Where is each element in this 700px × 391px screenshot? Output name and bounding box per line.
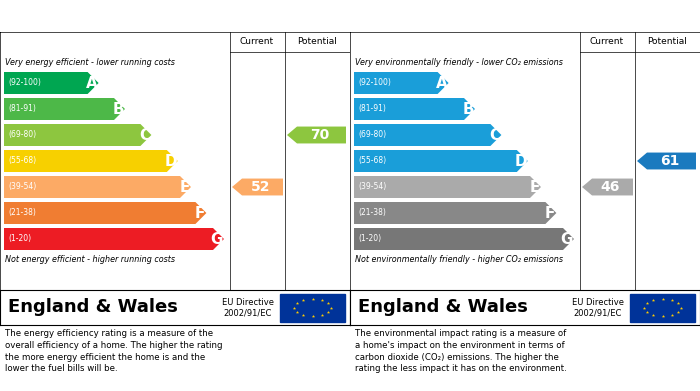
Text: A: A <box>436 75 447 90</box>
Text: England & Wales: England & Wales <box>8 298 178 316</box>
Text: (21-38): (21-38) <box>8 208 36 217</box>
Polygon shape <box>354 228 574 250</box>
Text: (92-100): (92-100) <box>8 79 41 88</box>
Text: (39-54): (39-54) <box>358 183 386 192</box>
Polygon shape <box>4 176 191 198</box>
Text: EU Directive
2002/91/EC: EU Directive 2002/91/EC <box>222 298 274 317</box>
Polygon shape <box>4 228 224 250</box>
Text: 52: 52 <box>251 180 270 194</box>
Text: C: C <box>139 127 150 142</box>
Polygon shape <box>354 202 556 224</box>
Polygon shape <box>637 152 696 169</box>
Polygon shape <box>354 72 449 94</box>
Text: A: A <box>86 75 97 90</box>
Polygon shape <box>4 98 125 120</box>
Text: The environmental impact rating is a measure of
a home's impact on the environme: The environmental impact rating is a mea… <box>355 329 567 373</box>
Text: (69-80): (69-80) <box>358 131 386 140</box>
Text: Current: Current <box>590 38 624 47</box>
Text: Very energy efficient - lower running costs: Very energy efficient - lower running co… <box>5 58 175 67</box>
Text: E: E <box>530 179 540 194</box>
Text: Environmental Impact (CO₂) Rating: Environmental Impact (CO₂) Rating <box>358 9 604 23</box>
Text: (55-68): (55-68) <box>8 156 36 165</box>
Text: G: G <box>211 231 223 246</box>
Text: D: D <box>514 154 527 169</box>
Text: D: D <box>164 154 177 169</box>
Text: (1-20): (1-20) <box>8 235 31 244</box>
Text: E: E <box>180 179 190 194</box>
Polygon shape <box>4 150 178 172</box>
Polygon shape <box>4 72 99 94</box>
Text: EU Directive
2002/91/EC: EU Directive 2002/91/EC <box>572 298 624 317</box>
Text: B: B <box>113 102 124 117</box>
Text: (39-54): (39-54) <box>8 183 36 192</box>
Polygon shape <box>4 202 206 224</box>
Polygon shape <box>354 124 501 146</box>
Text: F: F <box>545 206 555 221</box>
Text: F: F <box>195 206 205 221</box>
Text: (21-38): (21-38) <box>358 208 386 217</box>
Polygon shape <box>582 179 633 196</box>
Text: (92-100): (92-100) <box>358 79 391 88</box>
Polygon shape <box>232 179 283 196</box>
FancyBboxPatch shape <box>630 294 695 321</box>
Polygon shape <box>354 98 475 120</box>
Text: 61: 61 <box>660 154 679 168</box>
Text: Potential: Potential <box>647 38 687 47</box>
Text: C: C <box>489 127 500 142</box>
Text: England & Wales: England & Wales <box>358 298 528 316</box>
Text: Potential: Potential <box>297 38 337 47</box>
Text: (81-91): (81-91) <box>358 104 386 113</box>
Text: B: B <box>463 102 474 117</box>
Polygon shape <box>287 127 346 143</box>
Text: Very environmentally friendly - lower CO₂ emissions: Very environmentally friendly - lower CO… <box>355 58 563 67</box>
Text: Not energy efficient - higher running costs: Not energy efficient - higher running co… <box>5 255 175 264</box>
Text: Energy Efficiency Rating: Energy Efficiency Rating <box>8 9 180 23</box>
Text: G: G <box>561 231 573 246</box>
Polygon shape <box>354 176 541 198</box>
Text: (1-20): (1-20) <box>358 235 381 244</box>
Polygon shape <box>354 150 528 172</box>
FancyBboxPatch shape <box>280 294 345 321</box>
Polygon shape <box>4 124 151 146</box>
Text: Not environmentally friendly - higher CO₂ emissions: Not environmentally friendly - higher CO… <box>355 255 563 264</box>
Text: Current: Current <box>240 38 274 47</box>
Text: (55-68): (55-68) <box>358 156 386 165</box>
Text: 46: 46 <box>601 180 620 194</box>
Text: (81-91): (81-91) <box>8 104 36 113</box>
Text: The energy efficiency rating is a measure of the
overall efficiency of a home. T: The energy efficiency rating is a measur… <box>5 329 223 373</box>
Text: (69-80): (69-80) <box>8 131 36 140</box>
Text: 70: 70 <box>310 128 329 142</box>
